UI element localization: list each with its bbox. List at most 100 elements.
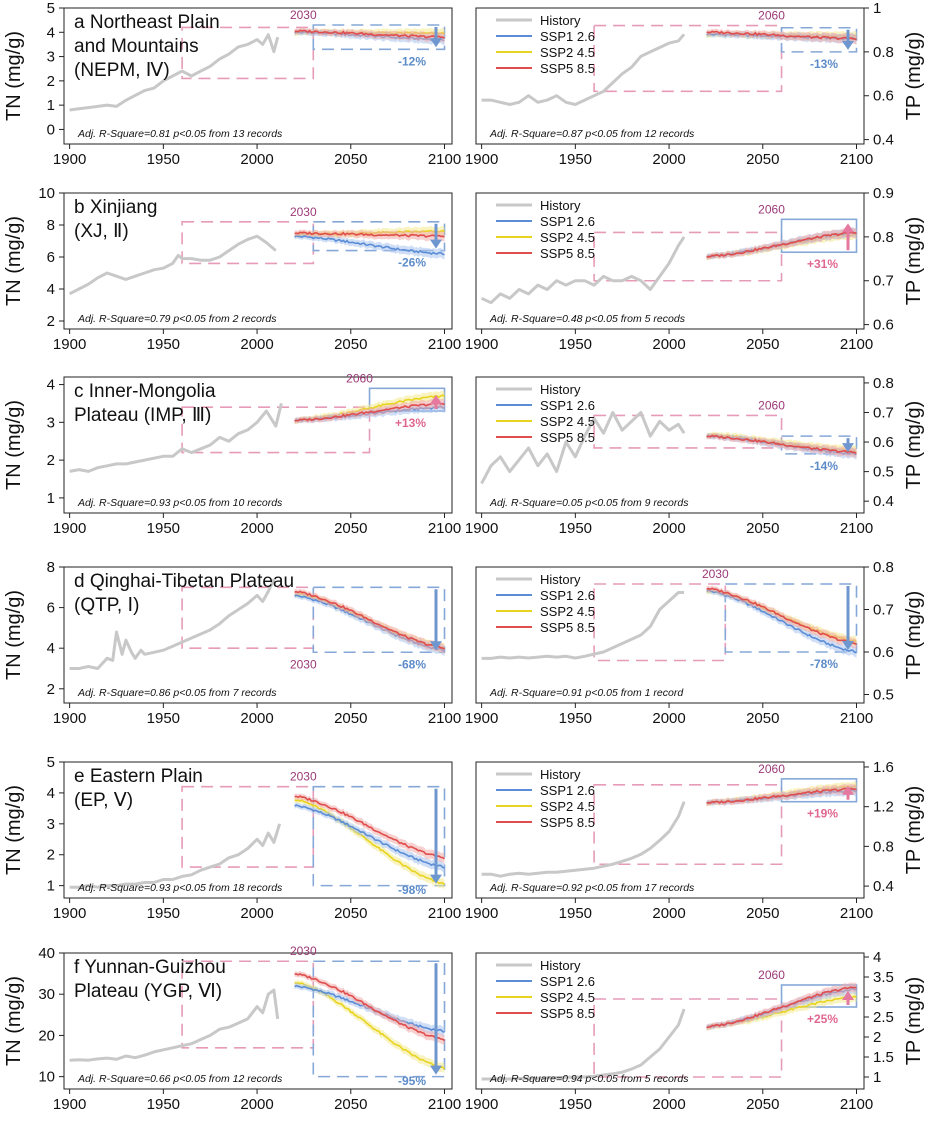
- plot-frame: [63, 7, 453, 145]
- y-axis-label: TP (mg/g): [903, 977, 925, 1066]
- box-year-label: 2060: [758, 762, 785, 776]
- y-tick-label: 6: [47, 600, 55, 617]
- y-tick-label: 5: [47, 0, 55, 17]
- history-range-box: [593, 583, 727, 662]
- plot-frame: [475, 376, 865, 514]
- x-tick-label: 1950: [559, 151, 592, 168]
- ssp1-uncertainty-band: [294, 802, 445, 873]
- x-tick-label: 2100: [428, 520, 461, 537]
- box-year-label: 2030: [290, 8, 317, 22]
- history-range-box: [181, 785, 315, 868]
- legend-label-ssp5: SSP5 8.5: [540, 620, 595, 635]
- arrow-down-icon: [842, 641, 854, 650]
- y-tick-label: 0.5: [873, 687, 894, 704]
- y-axis-label: TN (mg/g): [3, 400, 25, 490]
- fit-statistics-text: Adj. R-Square=0.87 p<0.05 from 12 record…: [489, 128, 695, 140]
- x-tick-label: 2000: [240, 336, 273, 353]
- y-tick-label: 3: [47, 49, 55, 66]
- fit-statistics-text: Adj. R-Square=0.92 p<0.05 from 17 record…: [489, 882, 695, 894]
- history-series-line: [481, 1008, 686, 1081]
- x-tick-label: 2000: [240, 1096, 273, 1113]
- plot-frame: [63, 761, 453, 899]
- x-tick-label: 1950: [147, 905, 180, 922]
- y-tick-label: 5: [47, 754, 55, 771]
- legend-label-history: History: [540, 13, 581, 28]
- panel-title: Plateau (IMP, Ⅲ): [74, 405, 211, 426]
- y-tick-label: 0.6: [873, 88, 894, 105]
- y-axis-label: TN (mg/g): [3, 216, 25, 306]
- history-range-box: [593, 414, 783, 449]
- arrow-down-icon: [430, 1065, 442, 1075]
- history-series-line: [480, 411, 686, 485]
- history-range-box: [181, 586, 315, 649]
- ssp5-series-line: [294, 402, 445, 422]
- chart-panel-b_left: 1900 1950 2000 2050 2100 2 4 6 8 10 TN (mg/g) 2030 -…: [3, 185, 461, 353]
- legend-label-ssp1: SSP1 2.6: [540, 974, 595, 989]
- change-percent-label: -98%: [398, 883, 426, 897]
- panel-title: e Eastern Plain: [74, 766, 203, 787]
- y-tick-label: 6: [47, 249, 55, 266]
- fit-statistics-text: Adj. R-Square=0.91 p<0.05 from 1 record: [489, 687, 684, 699]
- ssp5-series-line: [706, 434, 857, 455]
- y-tick-label: 4: [873, 949, 881, 966]
- history-series-line: [69, 988, 280, 1062]
- y-tick-label: 2: [47, 452, 55, 469]
- legend-label-history: History: [540, 958, 581, 973]
- y-tick-label: 1: [47, 97, 55, 114]
- y-tick-label: 0.8: [873, 838, 894, 855]
- legend-label-ssp1: SSP1 2.6: [540, 588, 595, 603]
- future-range-box: [312, 586, 446, 654]
- box-year-label: 2060: [758, 9, 785, 23]
- legend-label-ssp2: SSP2 4.5: [540, 799, 595, 814]
- x-tick-label: 2100: [840, 710, 873, 727]
- history-series-line: [68, 234, 277, 296]
- history-range-box: [593, 231, 783, 282]
- panel-title: d Qinghai-Tibetan Plateau: [74, 571, 294, 592]
- history-series-line: [69, 33, 280, 112]
- legend-label-ssp2: SSP2 4.5: [540, 230, 595, 245]
- ssp5-series-line: [706, 587, 857, 646]
- fit-statistics-text: Adj. R-Square=0.81 p<0.05 from 13 record…: [77, 128, 283, 140]
- arrow-down-icon: [842, 40, 854, 50]
- panel-title: f Yunnan-Guizhou: [74, 957, 226, 978]
- y-tick-label: 0.8: [873, 559, 894, 576]
- future-range-box: [724, 583, 858, 653]
- x-tick-label: 2100: [840, 151, 873, 168]
- arrow-down-icon: [430, 239, 442, 249]
- y-tick-label: 1.6: [873, 759, 894, 776]
- history-range-box: [593, 784, 783, 866]
- y-tick-label: 4: [47, 785, 55, 802]
- y-tick-label: 0.5: [873, 464, 894, 481]
- x-tick-label: 2100: [428, 336, 461, 353]
- x-tick-label: 2000: [652, 520, 685, 537]
- x-tick-label: 2050: [746, 1096, 779, 1113]
- y-tick-label: 8: [47, 559, 55, 576]
- y-tick-label: 1: [47, 878, 55, 895]
- x-tick-label: 2000: [652, 336, 685, 353]
- plot-frame: [63, 566, 453, 704]
- box-year-label: 2060: [758, 202, 785, 216]
- y-axis-label: TN (mg/g): [3, 785, 25, 875]
- legend-label-ssp5: SSP5 8.5: [540, 246, 595, 261]
- ssp5-uncertainty-band: [706, 585, 857, 650]
- x-tick-label: 2050: [746, 710, 779, 727]
- chart-panel-d_left: 1900 1950 2000 2050 2100 2 4 6 8 TN (mg/g) 2030 -68…: [3, 559, 461, 727]
- x-tick-label: 1900: [465, 710, 498, 727]
- y-axis-label: TP (mg/g): [903, 401, 925, 490]
- y-tick-label: 0.6: [873, 317, 894, 334]
- ssp5-uncertainty-band: [706, 28, 857, 45]
- x-tick-label: 1900: [465, 151, 498, 168]
- chart-panel-a_left: 1900 1950 2000 2050 2100 0 1 2 3 4 5 TN (mg/g) 2030 -…: [3, 0, 461, 168]
- x-tick-label: 2050: [334, 905, 367, 922]
- x-tick-label: 1950: [147, 520, 180, 537]
- fit-statistics-text: Adj. R-Square=0.79 p<0.05 from 2 records: [77, 313, 277, 325]
- change-percent-label: -14%: [810, 459, 838, 473]
- y-axis-label: TP (mg/g): [903, 217, 925, 306]
- y-tick-label: 2: [47, 313, 55, 330]
- ssp5-series-line: [294, 972, 445, 1042]
- y-tick-label: 0.7: [873, 602, 894, 619]
